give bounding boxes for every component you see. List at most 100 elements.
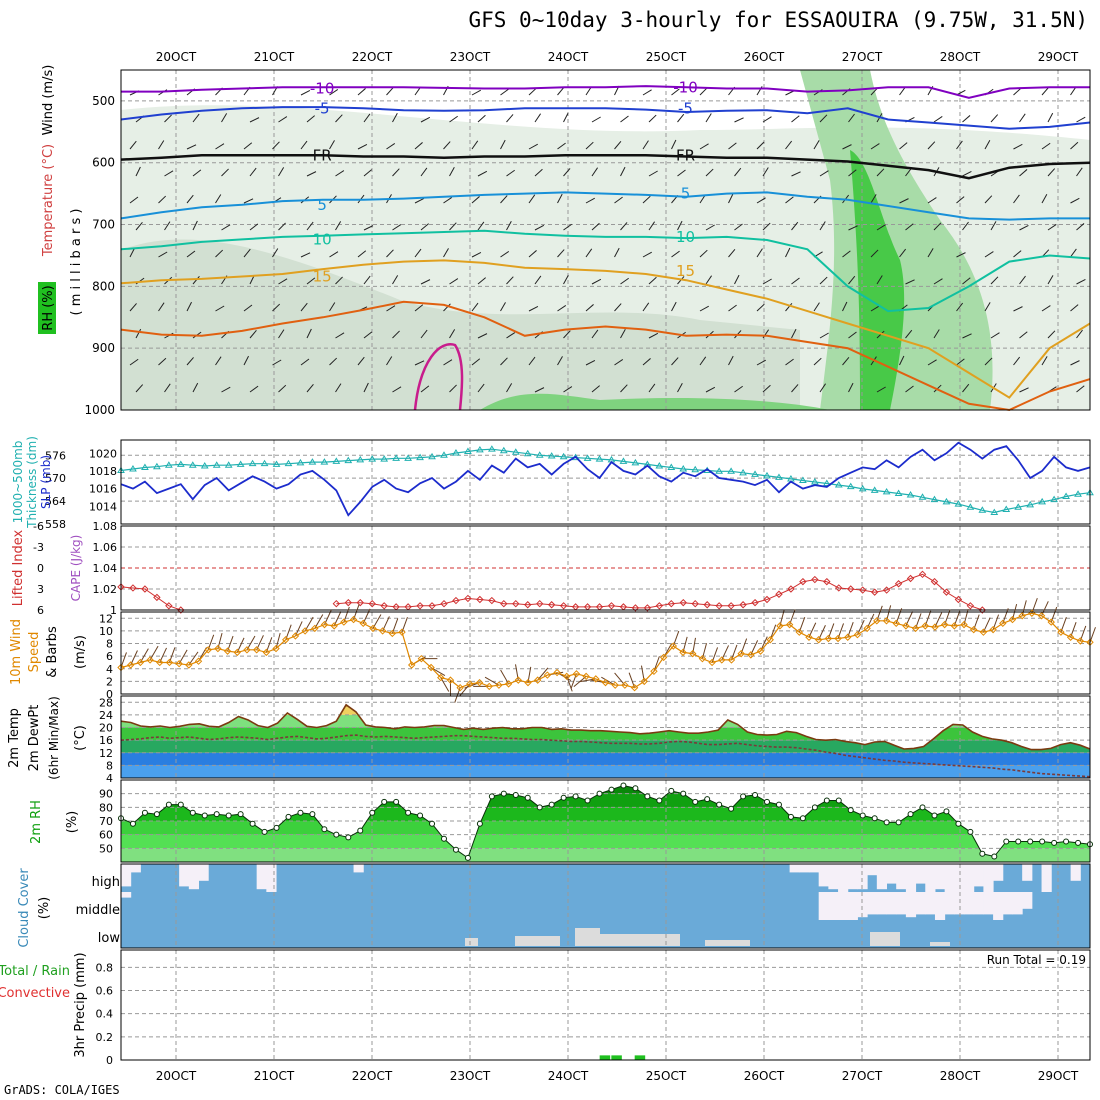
wind-barb — [671, 88, 680, 96]
cape-point — [547, 601, 556, 609]
rh2m-point — [189, 809, 196, 816]
thickness-point — [188, 461, 197, 468]
wind-barb — [699, 87, 708, 96]
wind-barb — [699, 356, 707, 366]
cloud-bar-high — [353, 864, 364, 873]
wind-speed-point — [892, 619, 900, 628]
cape-point — [500, 599, 508, 608]
thickness-point — [942, 497, 951, 505]
wind-barb — [734, 167, 742, 177]
cloud-bar-middle — [944, 892, 955, 915]
contour-label-5: 5 — [317, 196, 327, 214]
wind-speed-point — [1057, 628, 1065, 636]
cape-tick-1.04: 1.04 — [93, 562, 118, 575]
thickness-point — [356, 455, 365, 463]
temp-band — [121, 714, 1090, 728]
wind-barb — [1019, 169, 1028, 177]
rh2m-unit-label: (%) — [65, 811, 80, 834]
pressure-tick-900: 900 — [92, 341, 115, 355]
thickness-point — [894, 489, 903, 496]
cloud-bar-middle — [915, 892, 926, 915]
wind-barb — [899, 355, 905, 366]
wind-speed-point — [407, 661, 416, 669]
cloud-bar-high — [1022, 864, 1033, 881]
wind-barb — [899, 142, 908, 150]
top-date-label-28OCT: 28OCT — [940, 50, 981, 64]
cloud-bar-low — [465, 938, 478, 946]
thickness-point — [129, 465, 137, 472]
rh-axis-label: RH (%) — [41, 285, 56, 330]
wind-speed-point — [756, 647, 765, 655]
cape-point — [655, 602, 664, 610]
cloud-bar-high — [876, 864, 888, 890]
wind-barb — [449, 329, 456, 339]
wind-speed-point — [873, 617, 881, 625]
wind-barb — [443, 141, 451, 150]
wind-axis-label: Wind (m/s) — [41, 65, 56, 136]
wind-speed-point — [533, 676, 542, 684]
cloud-bar-middle — [993, 892, 1004, 920]
thickness-point — [882, 487, 891, 495]
wind-barb — [306, 115, 315, 123]
wind-speed-point — [776, 622, 784, 630]
rh2m-point — [393, 798, 400, 805]
cape-tick-1.06: 1.06 — [93, 541, 118, 554]
cape-point — [380, 602, 388, 610]
cloud-bar-low — [575, 928, 600, 946]
thickness-point — [153, 462, 161, 470]
wind-barb — [528, 143, 538, 150]
top-date-label-27OCT: 27OCT — [842, 50, 883, 64]
cape-point — [153, 593, 161, 602]
wind-barb — [506, 169, 515, 177]
rh2m-point — [285, 813, 292, 820]
wind-speed-point — [882, 617, 891, 625]
rh2m-point — [333, 831, 340, 838]
bottom-date-label-28OCT: 28OCT — [940, 1069, 981, 1083]
pressure-tick-800: 800 — [92, 279, 115, 293]
wind-barb — [705, 168, 714, 177]
cloud-bar-high — [944, 864, 955, 892]
wind-barb — [848, 113, 855, 123]
wind-speed-point — [640, 677, 648, 686]
wind-barb — [471, 89, 481, 96]
thickness-point — [739, 468, 747, 476]
wind-barb — [528, 356, 536, 366]
cape-point — [835, 584, 843, 592]
wind-barb — [449, 278, 459, 285]
wind-barb — [620, 384, 628, 393]
wind-barb — [357, 250, 367, 258]
wind-barb — [278, 116, 288, 123]
thickness-point — [1026, 500, 1035, 508]
wind-barb — [449, 115, 458, 123]
temp-tick-12: 12 — [99, 747, 113, 760]
thickness-point — [487, 445, 496, 452]
wind-barb — [785, 358, 794, 366]
precip-bar — [634, 1055, 646, 1060]
thickness-point — [858, 484, 867, 492]
wind-speed-point — [689, 649, 697, 658]
wind-speed-point — [844, 633, 852, 641]
wind-barb — [956, 252, 966, 258]
cape-point — [667, 599, 676, 608]
wind-barb — [363, 225, 374, 231]
wind-speed-point — [272, 644, 280, 653]
wind-barb — [335, 170, 345, 177]
upper-air-frame — [120, 69, 1091, 411]
wind-barb — [1047, 223, 1057, 231]
wind-tick-0: 0 — [106, 688, 113, 701]
wind-barb — [414, 248, 422, 258]
wind-barb — [1013, 143, 1023, 150]
rh2m-point — [1063, 838, 1070, 845]
thickness-point — [296, 458, 305, 466]
wind-barb — [1013, 87, 1022, 96]
wind-barb — [221, 224, 231, 231]
wind-barb — [300, 90, 311, 96]
run-total-label: Run Total = 0.19 — [987, 953, 1086, 967]
cloud-bar-middle — [896, 892, 907, 915]
wind-barb — [557, 87, 565, 96]
wind-barb — [420, 223, 429, 231]
precip-axis-label: 3hr Precip (mm) — [73, 952, 88, 1057]
wind-speed-point — [223, 647, 232, 655]
wind10m-barb — [573, 675, 587, 688]
